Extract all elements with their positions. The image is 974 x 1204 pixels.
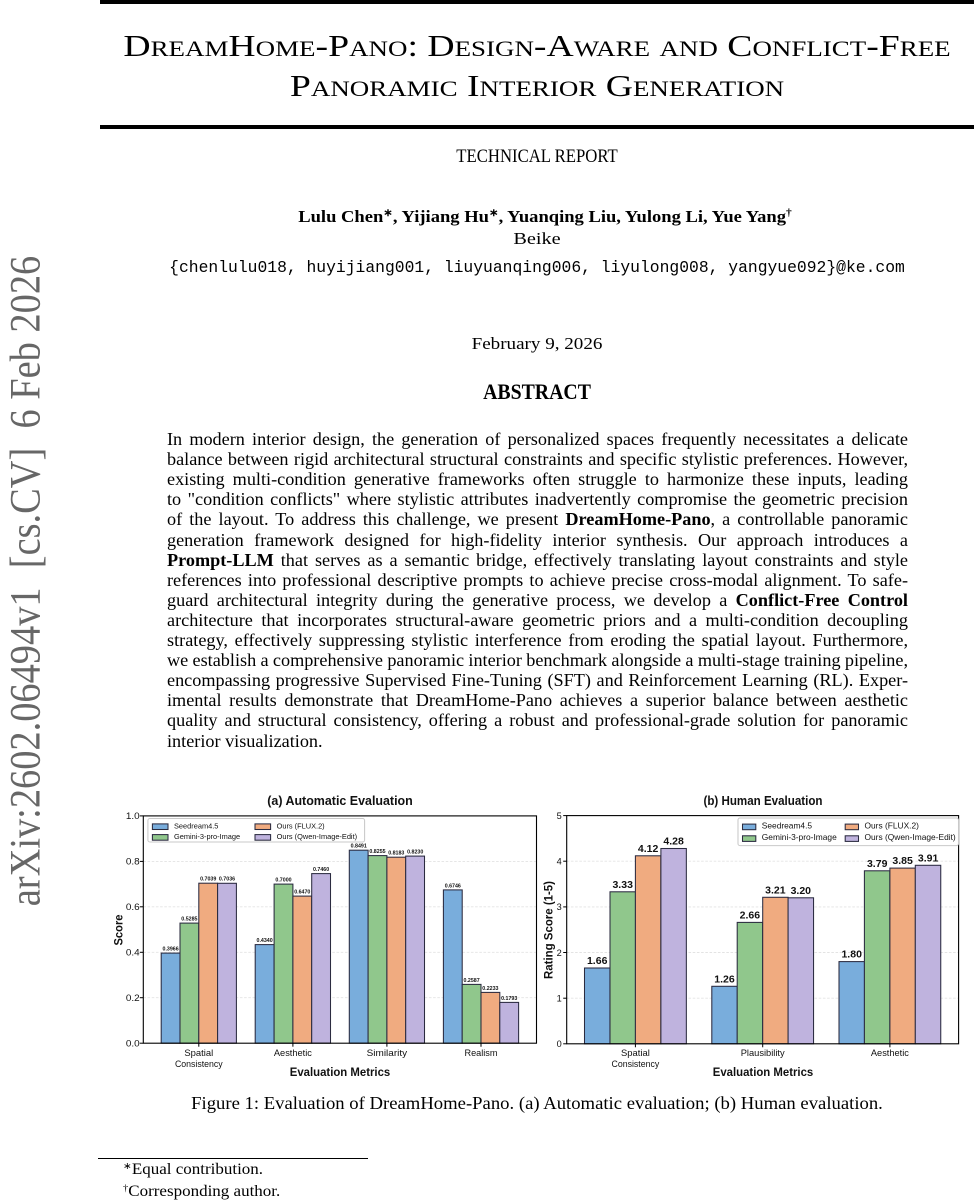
svg-text:1.0: 1.0	[126, 811, 140, 821]
svg-text:0.1793: 0.1793	[501, 996, 517, 1002]
svg-text:2: 2	[557, 948, 562, 958]
svg-text:0.7460: 0.7460	[313, 867, 329, 873]
svg-text:0.6470: 0.6470	[294, 890, 310, 896]
svg-text:0.0: 0.0	[126, 1039, 140, 1049]
svg-text:0: 0	[557, 1039, 562, 1049]
svg-text:3.33: 3.33	[612, 879, 633, 891]
svg-text:Rating Score (1-5): Rating Score (1-5)	[542, 881, 556, 979]
svg-text:Aesthetic: Aesthetic	[274, 1047, 312, 1058]
svg-text:3.21: 3.21	[765, 884, 786, 896]
svg-text:0.8255: 0.8255	[369, 849, 385, 855]
svg-text:1.66: 1.66	[587, 955, 608, 967]
svg-text:Score: Score	[112, 914, 126, 945]
svg-text:Aesthetic: Aesthetic	[871, 1047, 909, 1058]
svg-text:0.7000: 0.7000	[275, 878, 291, 884]
svg-text:0.8491: 0.8491	[351, 844, 367, 850]
svg-text:Ours (Qwen-Image-Edit): Ours (Qwen-Image-Edit)	[865, 832, 956, 842]
svg-text:0.8: 0.8	[126, 857, 140, 867]
svg-text:Ours (FLUX.2): Ours (FLUX.2)	[865, 821, 920, 831]
svg-text:4.28: 4.28	[663, 836, 684, 848]
svg-text:3.91: 3.91	[918, 852, 939, 864]
svg-text:3.20: 3.20	[791, 885, 812, 897]
svg-text:Evaluation Metrics: Evaluation Metrics	[290, 1066, 391, 1079]
svg-text:(b) Human Evaluation: (b) Human Evaluation	[704, 793, 823, 808]
svg-text:Seedream4.5: Seedream4.5	[762, 821, 813, 831]
svg-text:0.5285: 0.5285	[181, 917, 197, 923]
svg-text:0.3966: 0.3966	[163, 947, 179, 953]
svg-text:0.6746: 0.6746	[445, 883, 461, 889]
svg-text:0.7039: 0.7039	[200, 877, 216, 883]
svg-text:2.66: 2.66	[740, 909, 761, 921]
svg-text:3.85: 3.85	[892, 855, 913, 867]
svg-text:Similarity: Similarity	[367, 1047, 408, 1058]
svg-text:0.4: 0.4	[126, 948, 140, 958]
svg-text:0.8230: 0.8230	[407, 850, 423, 856]
svg-text:0.8183: 0.8183	[388, 851, 404, 857]
svg-text:3: 3	[557, 902, 562, 912]
svg-text:1.26: 1.26	[714, 973, 735, 985]
svg-text:1.80: 1.80	[841, 949, 862, 961]
svg-text:0.7036: 0.7036	[219, 877, 235, 883]
svg-text:0.2233: 0.2233	[482, 986, 498, 992]
svg-text:Spatial: Spatial	[621, 1047, 650, 1058]
svg-text:Evaluation Metrics: Evaluation Metrics	[713, 1066, 814, 1079]
svg-text:Realism: Realism	[465, 1047, 498, 1058]
svg-text:Consistency: Consistency	[175, 1058, 223, 1069]
svg-text:0.6: 0.6	[126, 902, 140, 912]
svg-text:0.2: 0.2	[126, 993, 140, 1003]
svg-text:Gemini-3-pro-Image: Gemini-3-pro-Image	[174, 832, 240, 841]
svg-text:Ours (Qwen-Image-Edit): Ours (Qwen-Image-Edit)	[277, 832, 358, 841]
svg-text:Gemini-3-pro-Image: Gemini-3-pro-Image	[762, 832, 837, 842]
svg-text:(a) Automatic Evaluation: (a) Automatic Evaluation	[267, 793, 413, 808]
svg-text:Spatial: Spatial	[184, 1047, 213, 1058]
svg-text:4: 4	[557, 857, 562, 867]
svg-text:Consistency: Consistency	[612, 1058, 660, 1069]
svg-text:5: 5	[557, 811, 562, 821]
svg-text:0.2587: 0.2587	[464, 978, 480, 984]
svg-text:0.4340: 0.4340	[257, 938, 273, 944]
svg-text:Ours (FLUX.2): Ours (FLUX.2)	[277, 821, 325, 830]
svg-text:3.79: 3.79	[867, 858, 888, 870]
svg-text:Plausibility: Plausibility	[741, 1047, 785, 1058]
svg-text:Seedream4.5: Seedream4.5	[174, 821, 218, 830]
svg-text:4.12: 4.12	[638, 843, 659, 855]
svg-text:1: 1	[557, 994, 562, 1004]
